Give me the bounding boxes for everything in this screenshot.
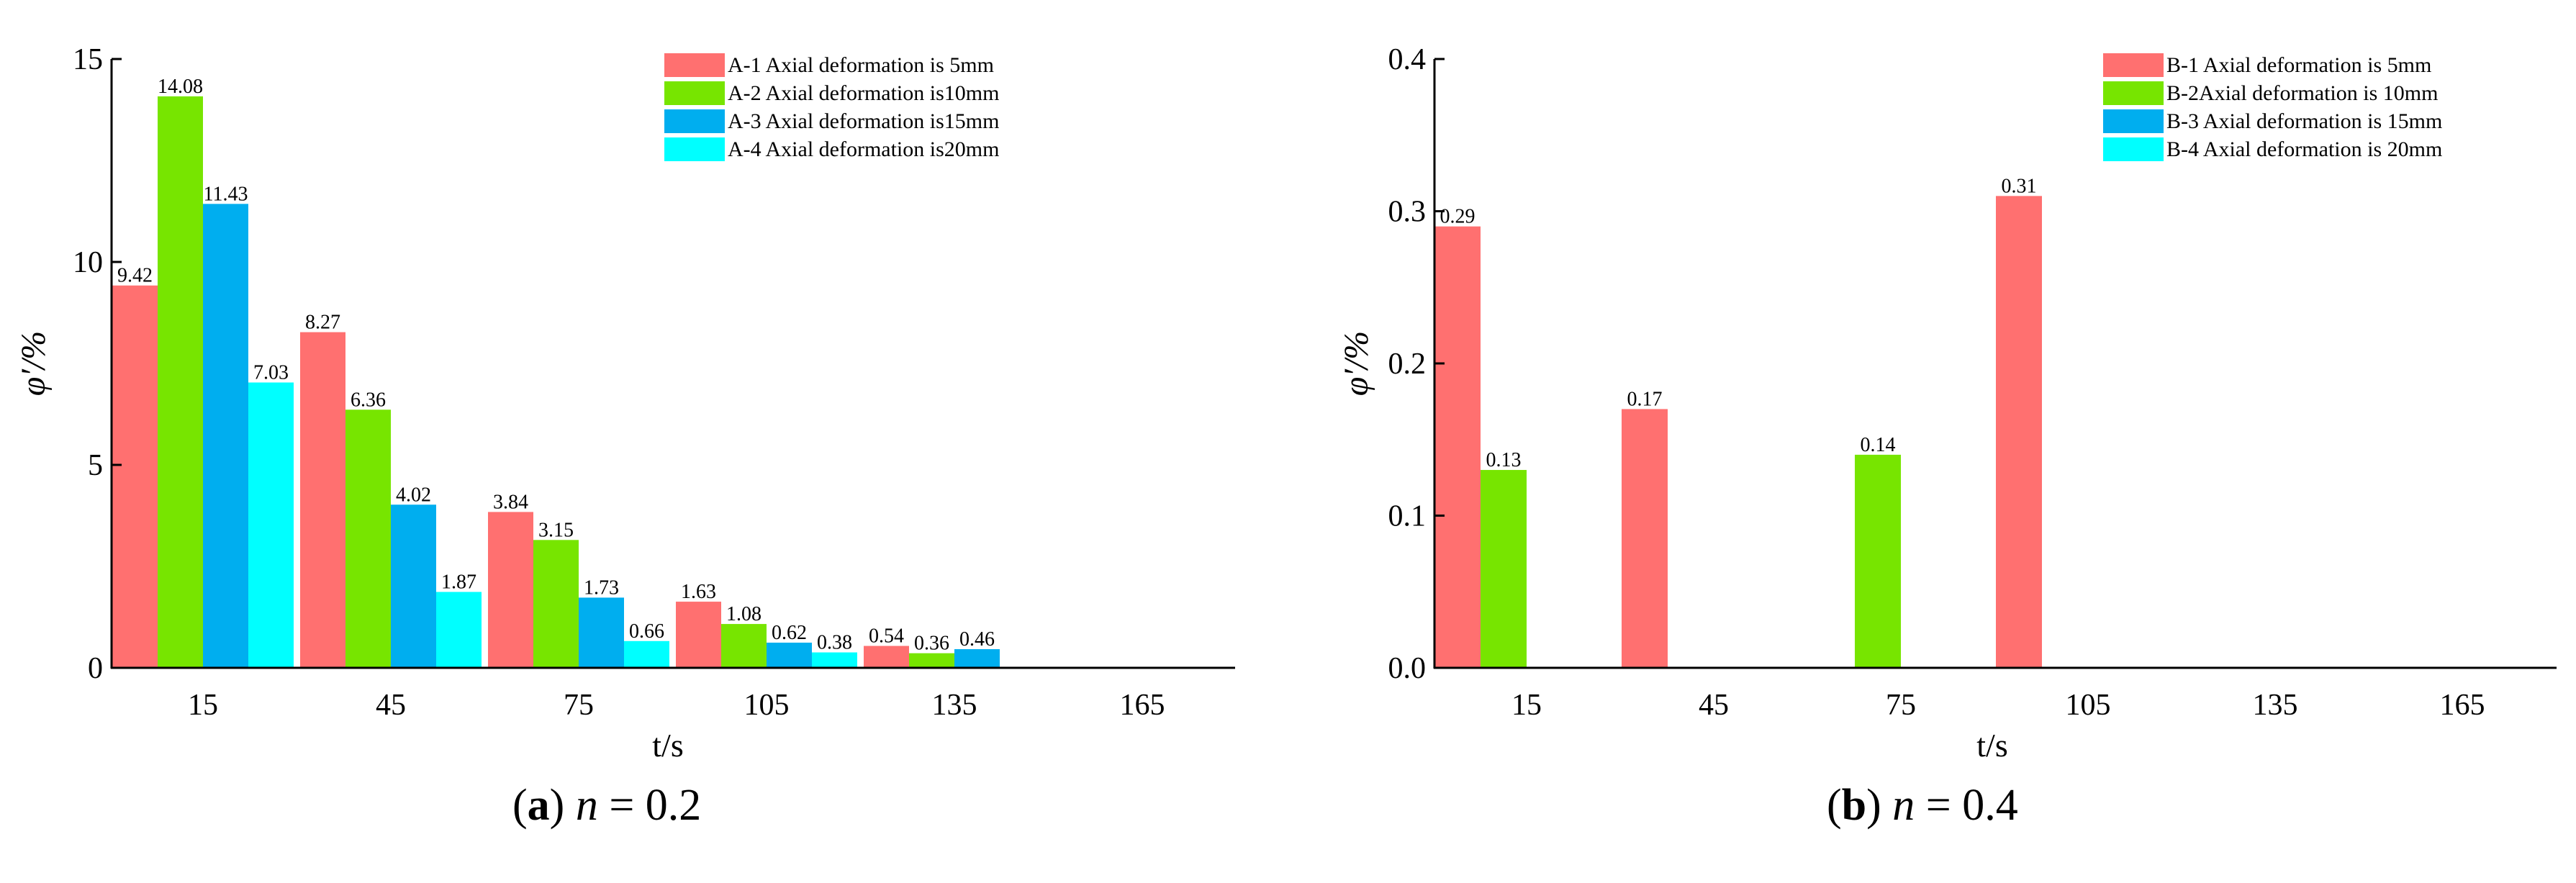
panel-a-data-label: 14.08 (158, 76, 203, 98)
panel-b-y-tick-label: 0.1 (1388, 500, 1427, 533)
panel-a-data-label: 1.08 (726, 603, 761, 625)
panel-a-data-label: 9.42 (117, 265, 153, 287)
panel-a-y-axis-title: φ′/% (14, 331, 53, 396)
panel-a-legend-label: A-4 Axial deformation is20mm (728, 137, 999, 161)
panel-b-x-tick-label: 135 (2253, 689, 2298, 722)
panel-a-bar (345, 409, 391, 668)
panel-a-bar (864, 646, 909, 668)
panel-a-bar (579, 597, 624, 668)
panel-b-bar (1855, 454, 1901, 668)
panel-b-bar (1434, 226, 1481, 668)
caption-b: (b) n = 0.4 (1827, 781, 2018, 830)
panel-b-x-tick-label: 75 (1886, 689, 1916, 722)
panel-b-y-tick-label: 0.0 (1388, 652, 1427, 685)
panel-a-y-tick-label: 5 (88, 449, 103, 482)
panel-a-bar (112, 285, 158, 668)
caption-a-value: = 0.2 (597, 781, 702, 830)
panel-a-data-label: 0.66 (629, 620, 664, 643)
panel-b-data-label: 0.29 (1440, 206, 1475, 228)
panel-a-data-label: 4.02 (396, 484, 431, 506)
panel-a-x-tick-label: 165 (1120, 689, 1165, 722)
panel-b-x-tick-label: 105 (2066, 689, 2111, 722)
panel-a-data-label: 3.15 (538, 519, 574, 541)
panel-a-data-label: 11.43 (204, 183, 248, 205)
panel-a-data-label: 6.36 (351, 389, 386, 411)
panel-b-y-tick-label: 0.2 (1388, 348, 1427, 381)
panel-b-bar (1481, 470, 1527, 668)
panel-a-x-tick-label: 135 (932, 689, 977, 722)
panel-a-bar (391, 504, 436, 668)
panel-a-bar (488, 512, 533, 668)
panel-a-bar (203, 204, 248, 668)
panel-b-data-label: 0.31 (2002, 175, 2037, 197)
panel-b-legend-swatch (2103, 109, 2164, 133)
panel-a-data-label: 0.46 (959, 628, 995, 651)
panel-a-x-axis-title: t/s (652, 727, 683, 764)
caption-a-letter: a (527, 781, 550, 830)
panel-a-bar (300, 332, 345, 668)
panel-b-y-tick-label: 0.3 (1388, 196, 1427, 229)
panel-a-data-label: 1.87 (441, 571, 476, 594)
panel-a-bar (533, 540, 579, 668)
panel-b-legend-swatch (2103, 81, 2164, 105)
panel-b-y-axis-title: φ′/% (1337, 331, 1375, 396)
panel-a-bar (248, 382, 294, 668)
panel-b-x-tick-label: 165 (2440, 689, 2485, 722)
panel-a-data-label: 1.73 (584, 576, 619, 599)
panel-b-x-tick-label: 45 (1699, 689, 1729, 722)
panel-b-x-tick-label: 15 (1511, 689, 1542, 722)
panel-a-legend-swatch (664, 53, 725, 77)
panel-a-legend-label: A-2 Axial deformation is10mm (728, 81, 999, 105)
panel-a-y-tick-label: 15 (73, 43, 103, 76)
panel-b-bar (1996, 196, 2042, 669)
panel-a-legend-swatch (664, 81, 725, 105)
panel-a-data-label: 0.62 (772, 622, 807, 644)
panel-b-y-tick-label: 0.4 (1388, 43, 1427, 76)
panel-a-data-label: 7.03 (253, 362, 289, 384)
panel-a-data-label: 0.54 (869, 625, 904, 648)
panel-a-data-label: 0.38 (817, 632, 852, 654)
panel-b-x-axis-title: t/s (1976, 727, 2007, 764)
panel-b-legend-label: B-1 Axial deformation is 5mm (2166, 53, 2431, 77)
panel-b-legend-swatch (2103, 137, 2164, 161)
panel-a-legend-label: A-1 Axial deformation is 5mm (728, 53, 994, 77)
panel-a-bar (954, 649, 1000, 668)
panel-a-bar (909, 653, 954, 668)
panel-b-data-label: 0.17 (1627, 388, 1663, 410)
panel-a-legend-swatch (664, 109, 725, 133)
panel-a-data-label: 1.63 (681, 581, 716, 603)
panel-a-data-label: 3.84 (493, 491, 528, 513)
caption-a: (a) n = 0.2 (512, 781, 702, 830)
caption-b-letter: b (1841, 781, 1867, 830)
panel-a-bar (676, 602, 721, 668)
panel-a-x-tick-label: 15 (188, 689, 218, 722)
panel-a-data-label: 0.36 (914, 633, 949, 655)
panel-a-x-tick-label: 75 (564, 689, 594, 722)
panel-a-bar (436, 592, 482, 668)
panel-a-bar (767, 643, 812, 668)
panel-b-data-label: 0.13 (1486, 449, 1522, 471)
panel-a-data-label: 8.27 (305, 312, 340, 334)
panel-a-legend-label: A-3 Axial deformation is15mm (728, 109, 999, 133)
panel-b-bar (1622, 409, 1668, 668)
caption-b-var: n (1892, 781, 1915, 830)
panel-a-x-tick-label: 105 (744, 689, 790, 722)
panel-a-bar (721, 624, 767, 668)
panel-b-legend-label: B-4 Axial deformation is 20mm (2166, 137, 2442, 161)
panel-b-legend-label: B-3 Axial deformation is 15mm (2166, 109, 2442, 133)
panel-a-bar (812, 652, 857, 668)
panel-a-y-tick-label: 0 (88, 652, 103, 685)
caption-a-var: n (575, 781, 598, 830)
panel-b-data-label: 0.14 (1861, 434, 1896, 456)
panel-a-legend-swatch (664, 137, 725, 161)
panel-a-x-tick-label: 45 (376, 689, 406, 722)
caption-b-value: = 0.4 (1915, 781, 2018, 830)
panel-a-bar (158, 96, 203, 668)
panel-b-legend-swatch (2103, 53, 2164, 77)
panel-a-y-tick-label: 10 (73, 246, 103, 279)
panel-a-bar (624, 640, 669, 668)
panel-b-legend-label: B-2Axial deformation is 10mm (2166, 81, 2438, 105)
